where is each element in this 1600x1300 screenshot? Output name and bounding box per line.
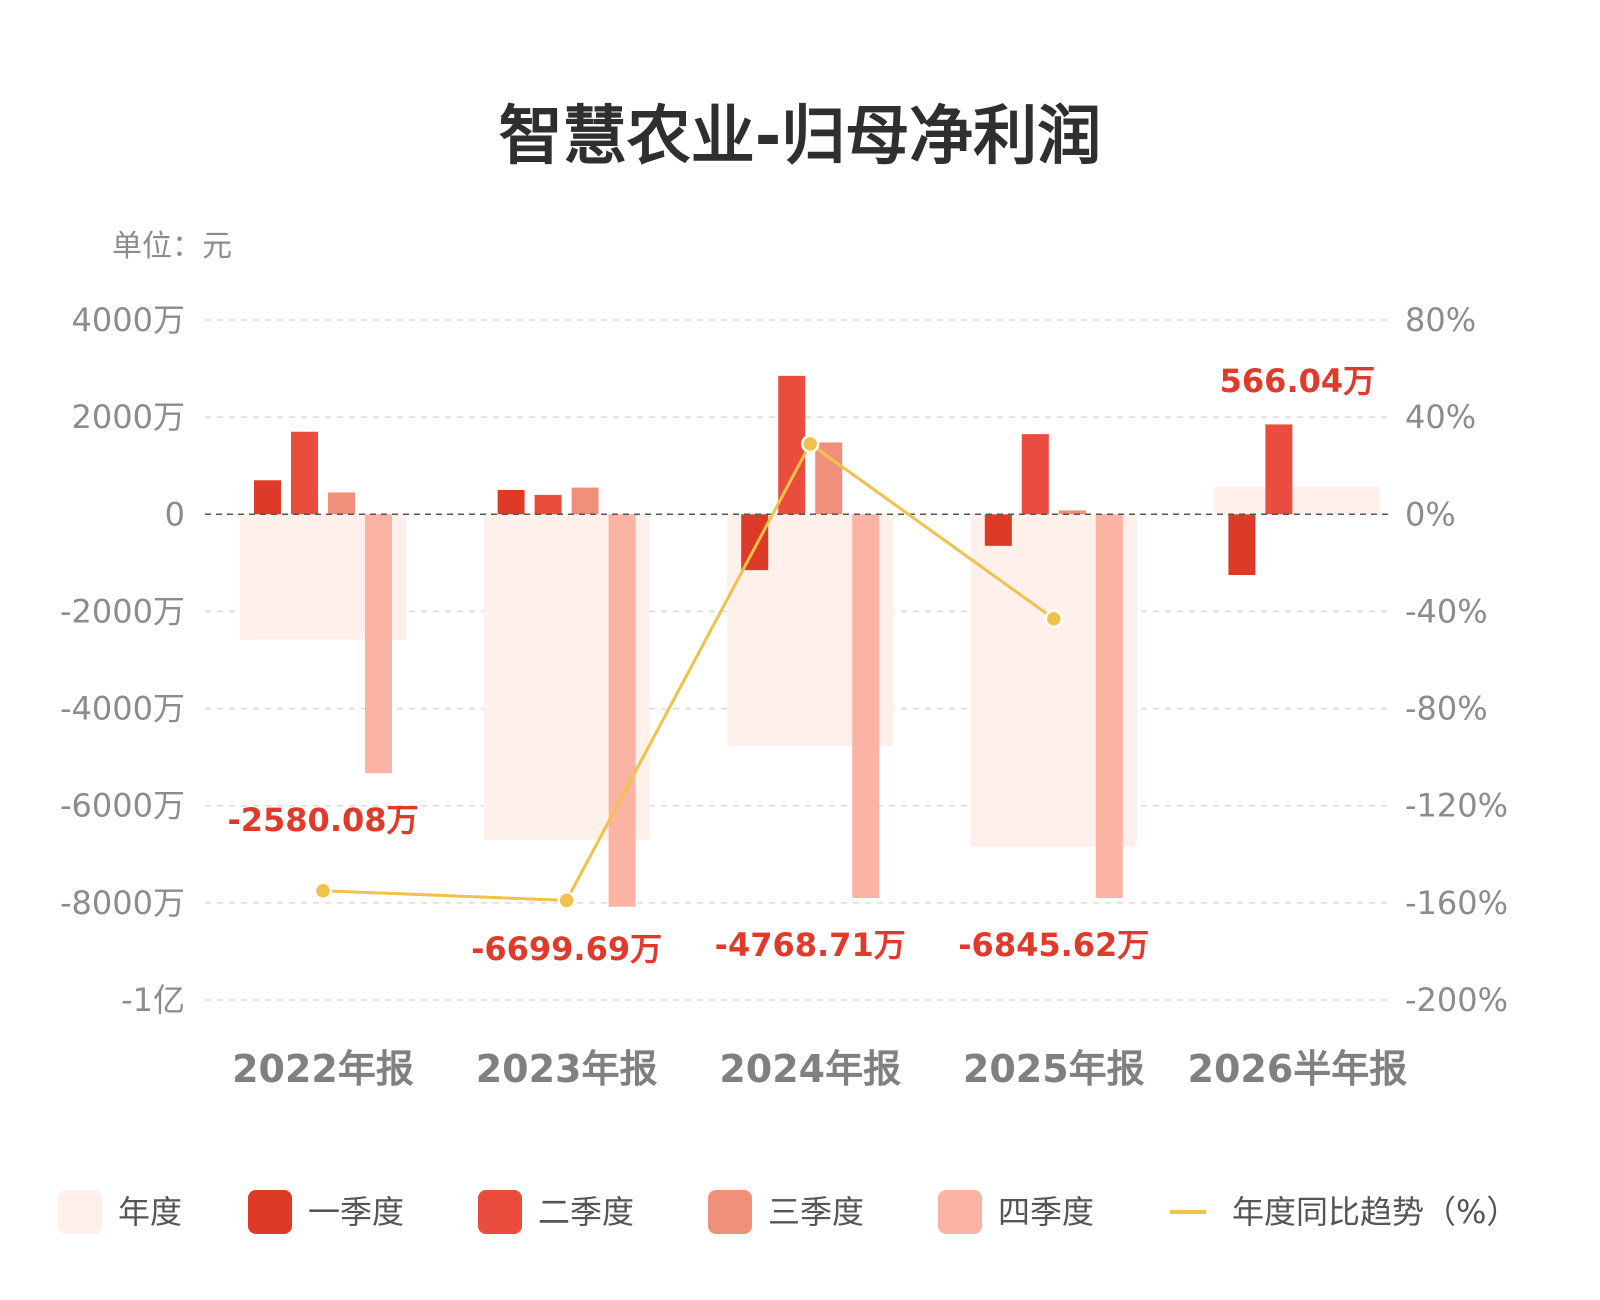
left-tick-label: -4000万 (60, 690, 185, 728)
quarter-bar (1021, 434, 1049, 515)
right-tick-label: -80% (1405, 690, 1488, 728)
right-tick-label: 40% (1405, 398, 1476, 436)
quarter-bar (571, 487, 599, 515)
annual-value-label: -2580.08万 (227, 801, 418, 839)
x-axis: 2022年报 2023年报 2024年报 2025年报 2026半年报 (232, 1047, 1407, 1091)
quarter-bar (328, 492, 355, 515)
legend-label: 年度同比趋势（%） (1232, 1193, 1518, 1231)
right-tick-label: -200% (1405, 981, 1508, 1019)
category-label: 2025年报 (963, 1047, 1145, 1091)
legend-swatch (708, 1190, 752, 1234)
right-tick-label: 80% (1405, 301, 1476, 339)
unit-label: 单位：元 (112, 229, 232, 264)
quarter-bar (534, 494, 562, 515)
quarter-bar (815, 442, 843, 515)
annual-value-label: -6845.62万 (958, 926, 1149, 964)
quarter-bar (608, 514, 636, 907)
trend-point (1044, 609, 1064, 628)
annual-value-labels: -2580.08万 -6699.69万 -4768.71万 -6845.62万 566.… (227, 362, 1375, 968)
legend: 年度 一季度 二季度 三季度 四季度 年度同比趋势（%） (58, 1190, 1518, 1234)
left-tick-label: 0 (165, 495, 185, 533)
trend-polyline (322, 441, 1055, 902)
left-tick-label: -6000万 (60, 787, 185, 825)
left-y-axis: 4000万 2000万 0 -2000万 -4000万 -6000万 -8000万 -1亿 (60, 301, 185, 1019)
quarter-bars (254, 375, 1293, 907)
trend-point (800, 434, 820, 454)
right-tick-label: -40% (1405, 592, 1488, 630)
quarter-bar (291, 431, 318, 515)
right-tick-label: -120% (1405, 787, 1508, 825)
left-tick-label: 4000万 (72, 301, 185, 339)
quarter-bar (1228, 514, 1256, 575)
legend-label: 三季度 (768, 1193, 864, 1231)
legend-swatch (478, 1190, 522, 1234)
category-label: 2024年报 (719, 1047, 901, 1091)
legend-label: 二季度 (538, 1193, 634, 1231)
quarter-bar (1095, 514, 1123, 898)
quarter-bar (365, 514, 392, 774)
category-label: 2026半年报 (1188, 1047, 1408, 1091)
annual-bars (240, 486, 1381, 847)
chart-title: 智慧农业-归母净利润 (499, 100, 1102, 174)
right-tick-label: 0% (1405, 495, 1456, 533)
legend-label: 一季度 (308, 1193, 404, 1231)
category-label: 2022年报 (232, 1047, 414, 1091)
quarter-bar (778, 375, 806, 515)
legend-label: 四季度 (998, 1193, 1094, 1231)
trend-point (313, 881, 333, 900)
legend-swatch (938, 1190, 982, 1234)
quarter-bar (254, 480, 281, 515)
annual-value-label: -6699.69万 (471, 930, 662, 968)
left-tick-label: -2000万 (60, 592, 185, 630)
yoy-trend-line (313, 434, 1064, 910)
quarter-bar (852, 514, 880, 898)
quarter-bar (1058, 510, 1086, 515)
annual-value-label: 566.04万 (1220, 362, 1376, 400)
quarter-bar (741, 514, 769, 571)
right-y-axis: 80% 40% 0% -40% -80% -120% -160% -200% (1405, 301, 1508, 1019)
quarter-bar (497, 490, 525, 515)
annual-value-label: -4768.71万 (715, 926, 906, 964)
left-tick-label: 2000万 (72, 398, 185, 436)
quarter-bar (1265, 424, 1293, 515)
legend-label: 年度 (118, 1193, 182, 1231)
quarter-bar (984, 514, 1012, 546)
annual-bar (1214, 486, 1381, 515)
category-label: 2023年报 (476, 1047, 658, 1091)
right-tick-label: -160% (1405, 884, 1508, 922)
legend-swatch (58, 1190, 102, 1234)
legend-swatch (248, 1190, 292, 1234)
left-tick-label: -8000万 (60, 884, 185, 922)
trend-point (557, 891, 576, 910)
left-tick-label: -1亿 (121, 981, 185, 1019)
